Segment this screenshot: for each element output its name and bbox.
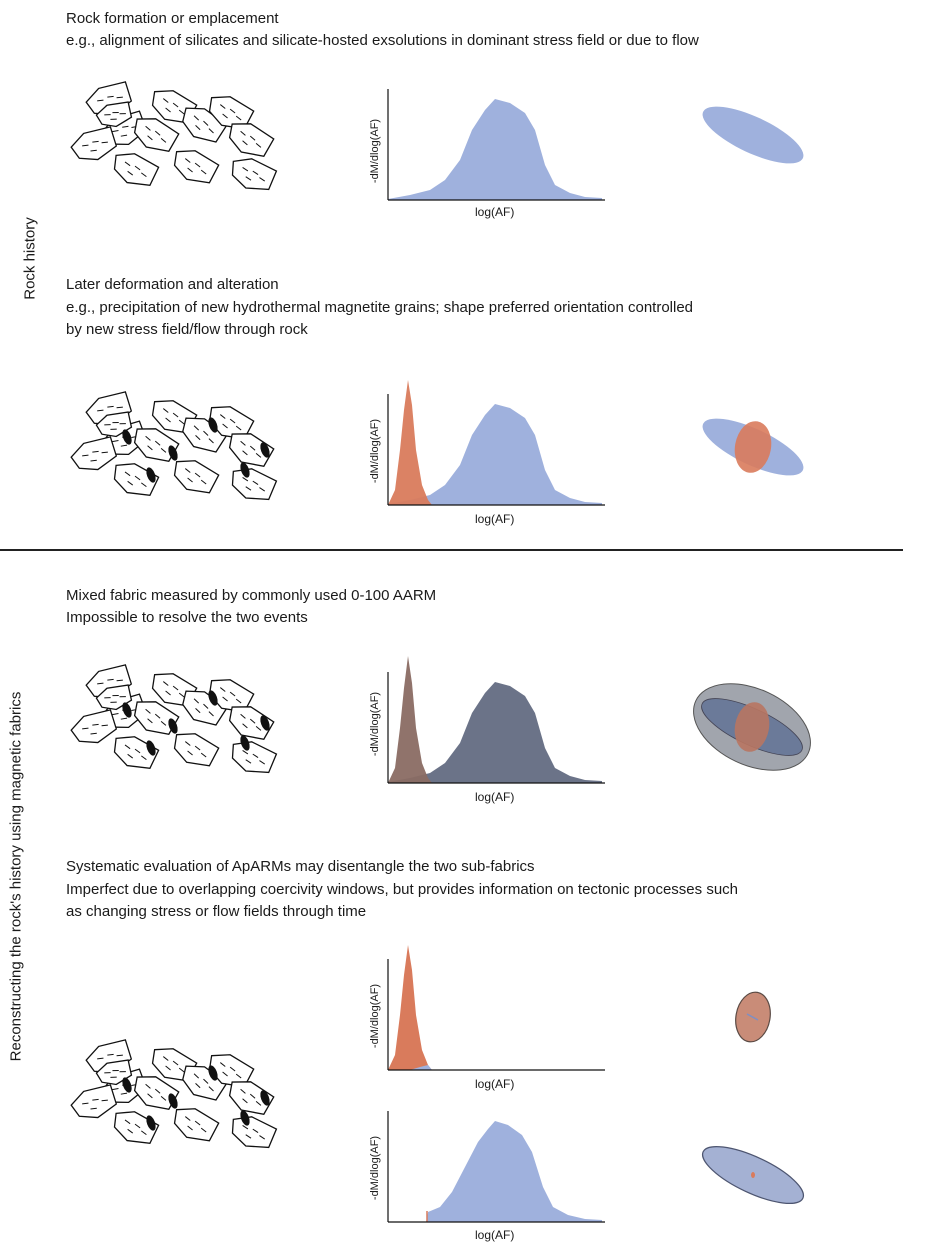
silicate-grain (224, 117, 276, 161)
xlabel-1: log(AF) (475, 205, 514, 219)
ylabel-1: -dM/dlog(AF) (369, 111, 381, 191)
xlabel-2: log(AF) (475, 512, 514, 526)
chart-mixed (380, 668, 610, 788)
s1-title: Rock formation or emplacement (66, 9, 279, 29)
ylabel-5: -dM/dlog(AF) (369, 1128, 381, 1208)
s2-desc-line1: e.g., precipitation of new hydrothermal … (66, 298, 693, 318)
curve-orange (388, 945, 432, 1070)
grain-fabric-sketch-2 (55, 395, 305, 510)
ylabel-3: -dM/dlog(AF) (369, 684, 381, 764)
s2-title: Later deformation and alteration (66, 275, 279, 295)
silicate-grain (228, 1112, 278, 1152)
xlabel-5: log(AF) (475, 1228, 514, 1242)
s1-desc: e.g., alignment of silicates and silicat… (66, 31, 699, 51)
fabric-orange-dot (751, 1172, 755, 1178)
grain-fabric-sketch-4 (55, 1043, 305, 1158)
silicate-grain (169, 728, 221, 771)
fabric-ellipse-blue (696, 95, 811, 174)
silicate-grain (228, 154, 278, 194)
silicate-grain (228, 464, 278, 504)
s2-desc-line2: by new stress field/flow through rock (66, 320, 308, 340)
section-divider (0, 549, 903, 551)
ellipse-apaarm-low (730, 990, 780, 1050)
curve-blue (388, 99, 602, 200)
s3-desc: Impossible to resolve the two events (66, 608, 308, 628)
ellipse-formation (695, 95, 815, 175)
chart-apaarm-low (380, 955, 610, 1075)
curve-blue (426, 1121, 602, 1222)
silicate-grain (228, 737, 278, 777)
chart-alteration (380, 390, 610, 510)
chart-apaarm-high (380, 1107, 610, 1227)
grain-fabric-sketch-1 (55, 85, 305, 200)
s4-desc-line2: as changing stress or flow fields throug… (66, 902, 366, 922)
ellipse-mixed (690, 682, 820, 777)
silicate-grain (169, 145, 221, 188)
s4-desc-line1: Imperfect due to overlapping coercivity … (66, 880, 738, 900)
s4-title: Systematic evaluation of ApARMs may dise… (66, 857, 535, 877)
ylabel-2: -dM/dlog(AF) (369, 411, 381, 491)
silicate-grain (109, 148, 160, 190)
rock-history-label: Rock history (22, 209, 39, 309)
chart-formation (380, 85, 610, 205)
s3-title: Mixed fabric measured by commonly used 0… (66, 586, 436, 606)
ellipse-apaarm-high (695, 1135, 815, 1215)
xlabel-4: log(AF) (475, 1077, 514, 1091)
curve-orange (388, 380, 432, 505)
ylabel-4: -dM/dlog(AF) (369, 976, 381, 1056)
silicate-grain (169, 1103, 221, 1146)
grain-fabric-sketch-3 (55, 668, 305, 783)
ellipse-alteration (695, 407, 815, 487)
reconstructing-label: Reconstructing the rock's history using … (8, 617, 25, 1137)
silicate-grain (169, 455, 221, 498)
xlabel-3: log(AF) (475, 790, 514, 804)
curve-orange-mixed (388, 656, 432, 783)
